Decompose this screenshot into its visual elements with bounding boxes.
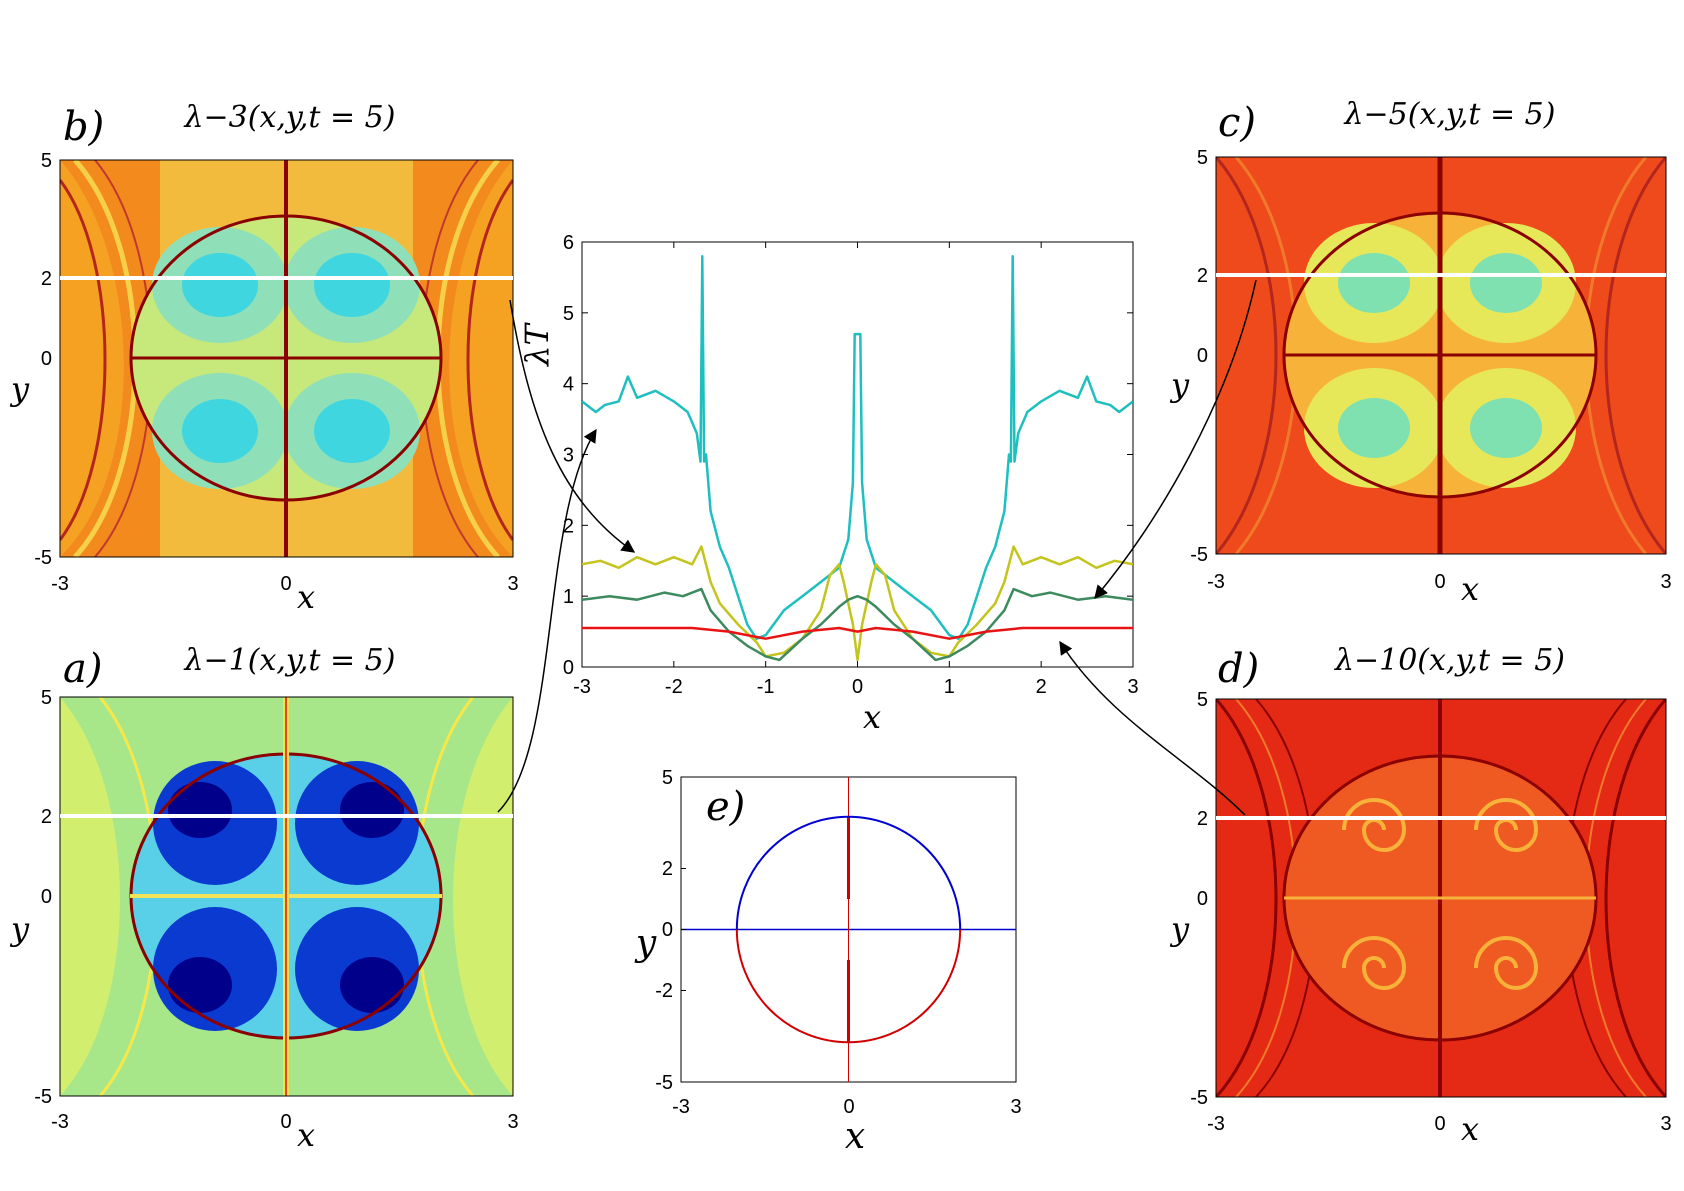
main-ytick-label: 2 — [563, 515, 574, 537]
panel-label-b: b) — [63, 104, 104, 150]
ytick-b: 2 — [41, 268, 52, 290]
x-axis-label-main: x — [863, 698, 881, 736]
xtick-e: 3 — [1010, 1096, 1021, 1118]
xtick-a: 3 — [507, 1111, 518, 1133]
xtick-c: 0 — [1434, 571, 1445, 593]
ytick-a: 0 — [41, 886, 52, 908]
e-marks-group — [681, 777, 1016, 1082]
main-ytick-label: 6 — [563, 232, 574, 254]
ytick-e: -2 — [655, 980, 673, 1002]
series-line-c — [582, 587, 1133, 662]
y-axis-label-e: y — [634, 923, 657, 964]
heatmap-c — [1216, 157, 1666, 554]
main-ytick-label: 5 — [563, 303, 574, 325]
arrow-b-to-main — [509, 299, 636, 553]
panel-label-a: a) — [63, 646, 102, 692]
heatmap-d — [1216, 699, 1666, 1097]
arrow-d-to-main — [1059, 640, 1246, 816]
main-ytick-label: 0 — [563, 657, 574, 679]
ytick-e: 5 — [662, 767, 673, 789]
ytick-d: 2 — [1197, 808, 1208, 830]
xtick-d: -3 — [1207, 1113, 1225, 1135]
y-axis-label-a: y — [9, 910, 30, 948]
xtick-e: -3 — [672, 1096, 690, 1118]
xtick-a: 0 — [280, 1111, 291, 1133]
ytick-c: 5 — [1197, 147, 1208, 169]
main-xtick-label: 2 — [1036, 676, 1047, 698]
ytick-a: 2 — [41, 806, 52, 828]
ytick-a: -5 — [34, 1086, 52, 1108]
main-xtick-label: 3 — [1127, 676, 1138, 698]
panel-b: λ−3(x,y,t = 5) b) 5 2 0 -5 -3 0 3 x y — [9, 100, 519, 616]
series-line-b — [582, 254, 1133, 640]
ytick-d: -5 — [1190, 1087, 1208, 1109]
ytick-d: 0 — [1197, 888, 1208, 910]
panel-label-d: d) — [1218, 646, 1259, 692]
xtick-d: 0 — [1434, 1113, 1445, 1135]
panel-title-b: λ−3(x,y,t = 5) — [184, 100, 396, 135]
x-axis-label-c: x — [1461, 570, 1479, 608]
xtick-d: 3 — [1660, 1113, 1671, 1135]
panel-title-c: λ−5(x,y,t = 5) — [1344, 97, 1556, 132]
ytick-c: -5 — [1190, 544, 1208, 566]
y-axis-label-d: y — [1169, 910, 1190, 948]
main-ytick-label: 3 — [563, 445, 574, 467]
ytick-e: 0 — [662, 919, 673, 941]
series-line-d — [582, 626, 1133, 640]
ytick-c: 2 — [1197, 265, 1208, 287]
xtick-c: -3 — [1207, 571, 1225, 593]
xtick-a: -3 — [51, 1111, 69, 1133]
y-axis-label-b: y — [9, 370, 30, 408]
ytick-c: 0 — [1197, 345, 1208, 367]
panel-e: e) 5 2 0 -2 -5 -3 0 3 x y — [634, 767, 1022, 1157]
panel-a: λ−1(x,y,t = 5) a) 5 2 0 -5 -3 0 3 x y — [9, 643, 519, 1154]
ytick-e: -5 — [655, 1072, 673, 1094]
main-ytick-label: 1 — [563, 586, 574, 608]
xtick-b: 3 — [507, 573, 518, 595]
panel-label-e: e) — [706, 784, 745, 830]
ytick-d: 5 — [1197, 689, 1208, 711]
x-axis-label-b: x — [297, 578, 315, 616]
panel-title-d: λ−10(x,y,t = 5) — [1334, 643, 1565, 678]
ytick-e: 2 — [662, 858, 673, 880]
main-xtick-label: -2 — [665, 676, 683, 698]
xtick-c: 3 — [1660, 571, 1671, 593]
x-axis-label-e: x — [845, 1116, 865, 1157]
panel-main: -3 -2 -1 0 1 2 3 0 1 2 3 4 5 6 x λT — [518, 232, 1139, 736]
series-line-a — [582, 545, 1133, 662]
main-series-group — [582, 254, 1133, 662]
xtick-e: 0 — [843, 1096, 854, 1118]
main-xtick-label: 0 — [852, 676, 863, 698]
xtick-b: -3 — [51, 573, 69, 595]
arrow-a-to-main — [497, 428, 597, 813]
main-xtick-label: 1 — [944, 676, 955, 698]
heatmap-b — [60, 160, 513, 557]
ytick-a: 5 — [41, 687, 52, 709]
panel-c: λ−5(x,y,t = 5) c) 5 2 0 -5 -3 0 3 x y — [1169, 97, 1672, 608]
heatmap-a — [60, 697, 513, 1096]
panel-d: λ−10(x,y,t = 5) d) 5 2 0 -5 -3 0 3 x y — [1169, 643, 1672, 1148]
y-axis-label-c: y — [1169, 366, 1190, 404]
x-axis-label-d: x — [1461, 1110, 1479, 1148]
y-axis-label-main: λT — [518, 322, 556, 368]
x-axis-label-a: x — [297, 1116, 315, 1154]
connector-arrows — [497, 279, 1257, 816]
ytick-b: 5 — [41, 150, 52, 172]
ytick-b: 0 — [41, 348, 52, 370]
main-ytick-label: 4 — [563, 374, 574, 396]
xtick-b: 0 — [280, 573, 291, 595]
ytick-b: -5 — [34, 547, 52, 569]
main-axis-ticks: -3 -2 -1 0 1 2 3 0 1 2 3 4 5 6 — [563, 232, 1139, 698]
panel-title-a: λ−1(x,y,t = 5) — [184, 643, 396, 678]
main-xtick-label: -1 — [757, 676, 775, 698]
e-upper-arc — [735, 815, 962, 930]
e-lower-arc — [735, 929, 962, 1044]
main-xtick-label: -3 — [573, 676, 591, 698]
arrow-c-to-main — [1094, 279, 1257, 600]
panel-label-c: c) — [1218, 100, 1256, 146]
